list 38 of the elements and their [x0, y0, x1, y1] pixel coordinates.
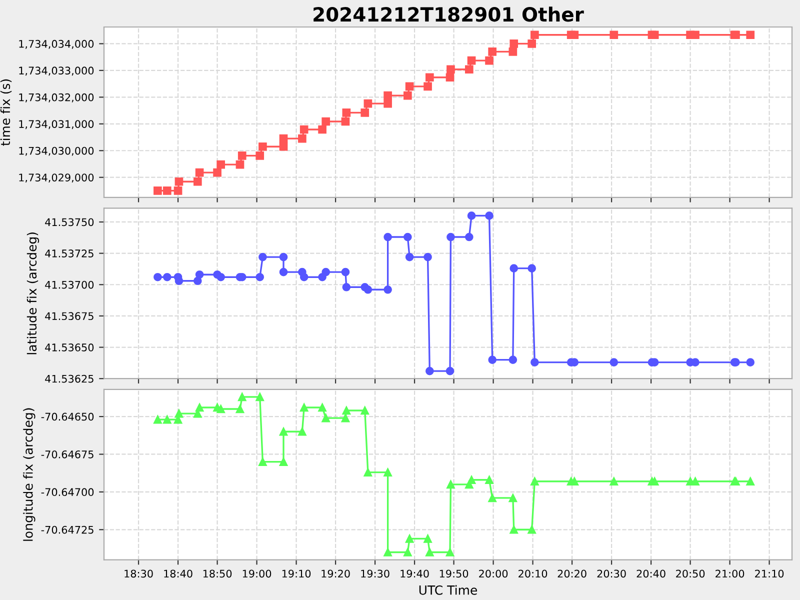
y-tick-label: 41.53625: [45, 374, 94, 383]
x-tick-label: 21:10: [755, 570, 784, 578]
x-tick-label: 18:40: [164, 570, 192, 578]
x-tick-label: 19:20: [322, 570, 350, 578]
x-tick-label: 19:00: [242, 570, 272, 578]
y-tick-label: 41.53725: [45, 250, 94, 258]
x-tick-label: 20:30: [597, 570, 626, 578]
y-tick-label: -70.64700: [41, 488, 94, 496]
x-tick-label: 18:50: [203, 570, 232, 578]
y-tick-label: 1,734,033,000: [19, 66, 94, 76]
y-tick-label: 1,734,031,000: [19, 120, 94, 130]
y-tick-label: 1,734,029,000: [19, 174, 94, 183]
y-tick-label: 41.53700: [45, 280, 94, 289]
y-tick-label: 41.53650: [45, 344, 94, 352]
x-tick-label: 20:50: [676, 570, 705, 578]
x-tick-label: 19:40: [400, 570, 429, 578]
y-tick-label: -70.64725: [41, 526, 94, 534]
y-tick-label: 41.53750: [45, 218, 94, 226]
y-tick-label: 41.53675: [45, 312, 94, 320]
x-tick-label: 19:10: [282, 570, 311, 578]
x-tick-label: 20:20: [558, 570, 586, 578]
x-tick-label: 19:50: [440, 570, 468, 578]
y-tick-label: -70.64675: [41, 450, 94, 458]
y-tick-label: 1,734,034,000: [19, 40, 94, 49]
y-tick-label: -70.64650: [41, 412, 94, 421]
x-tick-label: 20:00: [479, 570, 508, 578]
y-axis-title: time fix (s): [0, 79, 12, 146]
x-tick-label: 21:00: [716, 570, 744, 578]
y-axis-title: latitude fix (arcdeg): [26, 232, 40, 354]
chart-title: 20241212T182901 Other: [314, 6, 584, 22]
x-tick-label: 20:10: [518, 570, 548, 578]
x-tick-label: 20:40: [636, 570, 666, 578]
y-axis-title: longitude fix (arcdeg): [23, 408, 36, 541]
x-tick-label: 19:30: [361, 570, 390, 578]
x-axis-title: UTC Time: [419, 585, 478, 595]
y-tick-label: 1,734,030,000: [19, 146, 94, 156]
y-tick-label: 1,734,032,000: [19, 93, 94, 102]
x-tick-label: 18:30: [124, 570, 153, 578]
